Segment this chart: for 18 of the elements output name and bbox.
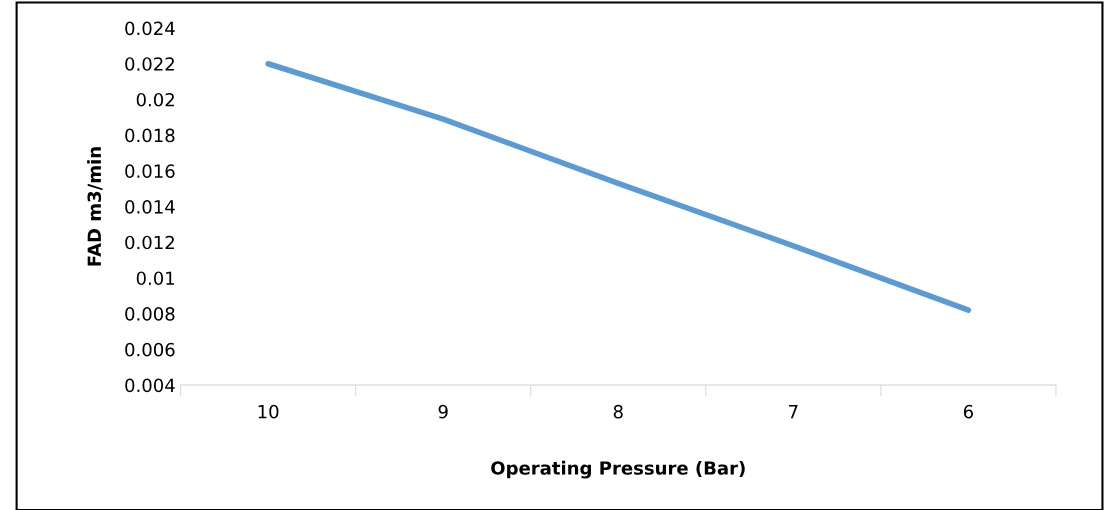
x-axis-title: Operating Pressure (Bar) <box>491 460 745 479</box>
y-tick-label: 0.02 <box>136 92 174 107</box>
y-tick-label: 0.022 <box>125 57 174 71</box>
x-tick-label: 8 <box>613 404 623 419</box>
y-tick-label: 0.014 <box>125 200 175 214</box>
x-tick-label: 7 <box>789 405 798 419</box>
y-tick-label: 0.01 <box>136 271 175 286</box>
x-tick-label: 6 <box>963 404 973 419</box>
y-tick-label: 0.008 <box>125 307 175 321</box>
x-tick-label: 9 <box>438 404 448 419</box>
y-tick-label: 0.024 <box>125 21 175 36</box>
y-tick-label: 0.016 <box>125 164 175 178</box>
x-tick-label: 10 <box>258 404 279 419</box>
y-axis-title: FAD m3/min <box>87 147 103 266</box>
y-tick-label: 0.004 <box>125 378 175 393</box>
y-tick-label: 0.018 <box>125 128 175 143</box>
y-tick-label: 0.012 <box>125 235 174 250</box>
y-tick-label: 0.006 <box>125 342 175 357</box>
